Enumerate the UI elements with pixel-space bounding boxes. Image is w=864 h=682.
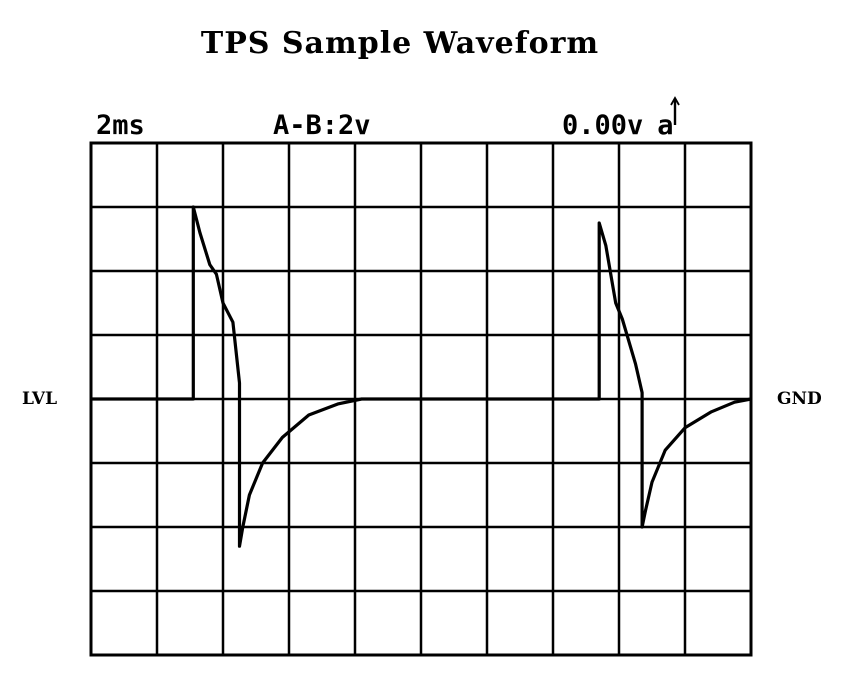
level-marker-label: LVL	[22, 389, 58, 409]
grid	[89, 141, 753, 657]
trigger-rising-arrow-icon	[670, 96, 680, 125]
channel-scale-readout: A-B:2v	[273, 110, 371, 141]
waveform-trace	[91, 205, 752, 548]
chart-title: TPS Sample Waveform	[200, 26, 600, 61]
ground-marker-label: GND	[777, 389, 822, 409]
trigger-readout: 0.00v a	[562, 110, 674, 141]
waveform-trace-group	[91, 205, 752, 548]
trigger-channel-value: a	[657, 110, 674, 141]
timebase-readout: 2ms	[96, 110, 145, 141]
trigger-level-value: 0.00v	[562, 110, 644, 141]
